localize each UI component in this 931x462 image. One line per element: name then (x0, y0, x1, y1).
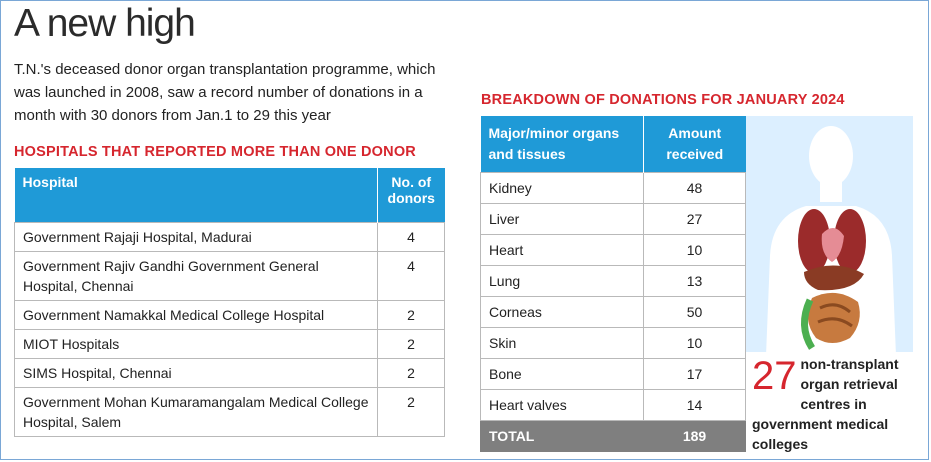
table-row: Kidney 48 (480, 172, 746, 204)
table-row: Government Rajiv Gandhi Government Gener… (14, 251, 445, 301)
organ-amount: 27 (643, 203, 746, 235)
intro-paragraph: T.N.'s deceased donor organ transplantat… (14, 61, 436, 124)
table-row: Government Rajaji Hospital, Madurai 4 (14, 222, 445, 252)
donor-count: 2 (377, 387, 445, 437)
donor-count: 4 (377, 222, 445, 252)
organ-amount: 17 (643, 358, 746, 390)
donor-count: 2 (377, 358, 445, 388)
liver-icon (804, 265, 864, 291)
breakdown-heading: BREAKDOWN OF DONATIONS FOR JANUARY 2024 (481, 92, 845, 108)
organ-name: Lung (480, 265, 644, 297)
right-lung-icon (834, 209, 866, 273)
total-value: 189 (643, 420, 746, 452)
human-organs-illustration (766, 126, 896, 356)
hospital-name: SIMS Hospital, Chennai (14, 358, 378, 388)
organ-amount: 10 (643, 234, 746, 266)
page-title: A new high (14, 2, 196, 45)
table-row: Heart 10 (480, 234, 746, 266)
organ-name: Bone (480, 358, 644, 390)
side-note-box (746, 352, 913, 456)
hospital-name: MIOT Hospitals (14, 329, 378, 359)
donor-count: 2 (377, 300, 445, 330)
amount-column-header: Amount received (643, 116, 746, 173)
donors-column-header: No. of donors (377, 168, 445, 223)
breakdown-table-body: Kidney 48 Liver 27 Heart 10 Lung 13 Corneas 50 Ski… (480, 172, 746, 421)
table-row: Lung 13 (480, 265, 746, 297)
organ-name: Corneas (480, 296, 644, 328)
total-label: TOTAL (480, 420, 644, 452)
organ-amount: 10 (643, 327, 746, 359)
organ-name: Heart (480, 234, 644, 266)
hospitals-table: Hospital No. of donors Government Rajaji… (14, 168, 445, 437)
hospitals-table-body: Government Rajaji Hospital, Madurai 4 Gove… (14, 222, 445, 437)
hospital-name: Government Rajiv Gandhi Government Gener… (14, 251, 378, 301)
organ-amount: 50 (643, 296, 746, 328)
organ-name: Liver (480, 203, 644, 235)
organ-name: Kidney (480, 172, 644, 204)
heart-icon (821, 227, 844, 262)
hospital-name: Government Mohan Kumaramangalam Medical … (14, 387, 378, 437)
hospital-name: Government Rajaji Hospital, Madurai (14, 222, 378, 252)
organ-amount: 14 (643, 389, 746, 421)
side-note-text: non-transplant organ retrieval centres i… (752, 356, 899, 452)
side-note-number: 27 (752, 354, 797, 398)
organ-name: Heart valves (480, 389, 644, 421)
table-row: SIMS Hospital, Chennai 2 (14, 358, 445, 388)
left-lung-icon (798, 209, 830, 273)
donor-count: 4 (377, 251, 445, 301)
breakdown-table: Major/minor organs and tissues Amount re… (480, 116, 746, 452)
hospitals-heading: HOSPITALS THAT REPORTED MORE THAN ONE DO… (14, 144, 416, 160)
colon-icon (801, 298, 816, 350)
organ-column-header: Major/minor organs and tissues (480, 116, 644, 173)
organ-name: Skin (480, 327, 644, 359)
table-row: Government Namakkal Medical College Hosp… (14, 300, 445, 330)
table-row: Corneas 50 (480, 296, 746, 328)
table-row: Bone 17 (480, 358, 746, 390)
table-row: Liver 27 (480, 203, 746, 235)
table-row: Skin 10 (480, 327, 746, 359)
total-row: TOTAL 189 (480, 420, 746, 452)
table-row: Government Mohan Kumaramangalam Medical … (14, 387, 445, 437)
body-illustration-panel: 27 non-transplant organ retrieval centre… (746, 116, 913, 456)
donor-count: 2 (377, 329, 445, 359)
side-note: 27 non-transplant organ retrieval centre… (752, 354, 912, 454)
table-row: MIOT Hospitals 2 (14, 329, 445, 359)
organ-amount: 48 (643, 172, 746, 204)
hospital-name: Government Namakkal Medical College Hosp… (14, 300, 378, 330)
table-row: Heart valves 14 (480, 389, 746, 421)
organ-amount: 13 (643, 265, 746, 297)
hospital-column-header: Hospital (14, 168, 378, 223)
